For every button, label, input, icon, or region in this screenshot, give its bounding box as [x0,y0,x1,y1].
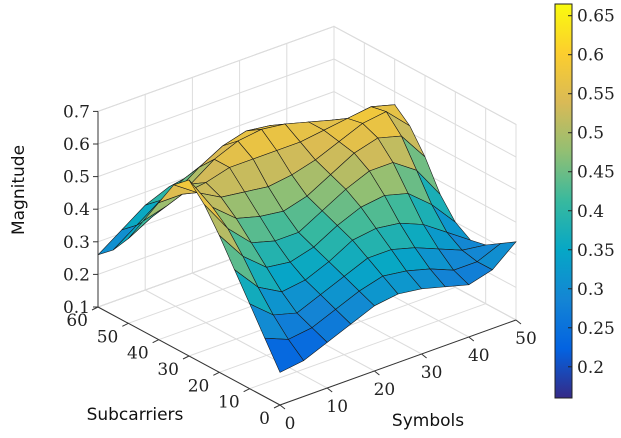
y-tick-mark [182,355,190,360]
colorbar-tick-label: 0.35 [577,241,615,261]
grid-line-z [333,58,517,158]
y-tick-label: 40 [127,344,149,364]
z-axis-label: Magnitude [9,145,29,235]
x-tick-mark [279,404,286,410]
x-tick-mark [326,387,333,393]
surface-mesh [97,104,517,373]
grid-line-z [97,25,335,112]
z-tick-label: 0.2 [63,265,90,285]
x-axis-line [279,319,517,406]
z-tick-label: 0.7 [63,102,90,122]
y-tick-mark [152,339,159,344]
grid-line-z [333,91,517,191]
colorbar-tick-label: 0.45 [577,163,615,183]
colorbar-tick-label: 0.3 [577,280,604,300]
x-tick-label: 10 [326,397,348,417]
x-tick-label: 30 [421,363,443,383]
colorbar-tick-label: 0.5 [577,124,604,144]
colorbar-tick-label: 0.25 [577,319,615,339]
colorbar-ticks: 0.2 0.25 0.3 0.35 0.4 0.45 0.5 0.55 0.6 0.65 [568,7,615,378]
y-tick-label: 50 [97,327,119,347]
grid-line-y [249,303,486,390]
y-tick-label: 0 [259,409,270,429]
y-tick-mark [122,322,129,327]
colorbar [554,3,573,399]
x-axis-label: Symbols [392,411,464,431]
colorbar-tick-label: 0.65 [577,7,615,27]
colorbar-tick-label: 0.55 [577,85,615,105]
x-tick-label: 20 [374,380,396,400]
grid-line-z [97,91,335,178]
grid-line-z [333,25,517,125]
z-tick-label: 0.6 [63,135,90,155]
x-tick-mark [468,336,475,342]
x-tick-label: 40 [468,346,490,366]
colorbar-tick-label: 0.4 [577,202,604,222]
y-tick-label: 10 [218,393,240,413]
y-tick-mark [273,404,281,409]
x-tick-mark [374,370,380,376]
colorbar-tick-label: 0.2 [577,358,604,378]
y-tick-mark [213,371,220,376]
colorbar-tick-label: 0.6 [577,46,604,66]
grid-line-z [97,58,335,145]
axis-tick-labels: 0 10 20 30 40 50 0 10 20 30 40 50 600.1 0.2 0.3 0.4 0.5 0… [63,102,537,434]
x-tick-label: 0 [285,414,296,434]
y-tick-label: 30 [157,360,179,380]
z-tick-label: 0.5 [63,168,90,188]
z-tick-label: 0.4 [63,200,90,220]
z-tick-label: 0.3 [63,233,90,253]
y-tick-label: 20 [188,376,210,396]
x-tick-mark [515,319,522,325]
y-tick-label: 60 [66,311,88,331]
x-tick-label: 50 [515,329,537,349]
x-tick-mark [421,353,427,359]
y-tick-mark [243,388,250,393]
y-axis-label: Subcarriers [87,405,184,425]
surface-patch [264,337,305,373]
z-tick-label: 0.1 [63,298,90,318]
